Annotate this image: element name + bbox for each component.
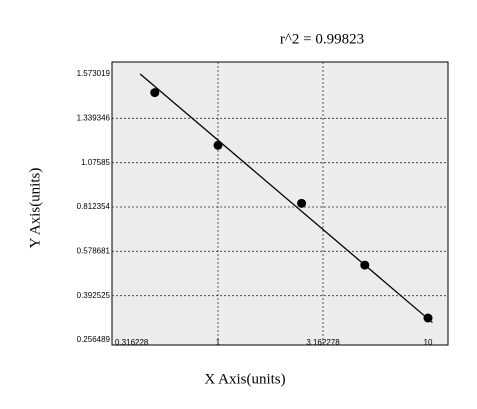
x-tick-label: 3.162278 (306, 338, 340, 347)
x-tick-label: 0.316228 (115, 338, 149, 347)
fit-line (139, 73, 433, 324)
y-tick-label: 0.578681 (77, 246, 111, 255)
data-point (360, 260, 370, 270)
y-axis-label: Y Axis(units) (27, 168, 43, 249)
y-tick-label: 0.256489 (77, 335, 111, 344)
data-point (213, 140, 223, 150)
y-tick-label: 0.392525 (77, 291, 111, 300)
data-point (150, 88, 160, 98)
plot-area (111, 61, 449, 346)
y-tick-label: 1.573019 (77, 69, 111, 78)
y-tick-label: 1.339346 (77, 113, 111, 122)
y-tick-label: 0.812354 (77, 202, 111, 211)
y-tick-label: 1.07585 (81, 158, 110, 167)
data-point (423, 313, 433, 323)
x-tick-label: 1 (216, 338, 221, 347)
plot-layer: 0.256489 0.392525 0.578681 0.812354 1.07585 1… (77, 62, 448, 347)
annotation: r^2 = 0.99823 (280, 31, 364, 47)
x-tick-label: 10 (424, 338, 433, 347)
data-point (297, 198, 307, 208)
x-axis-label: X Axis(units) (204, 371, 285, 387)
